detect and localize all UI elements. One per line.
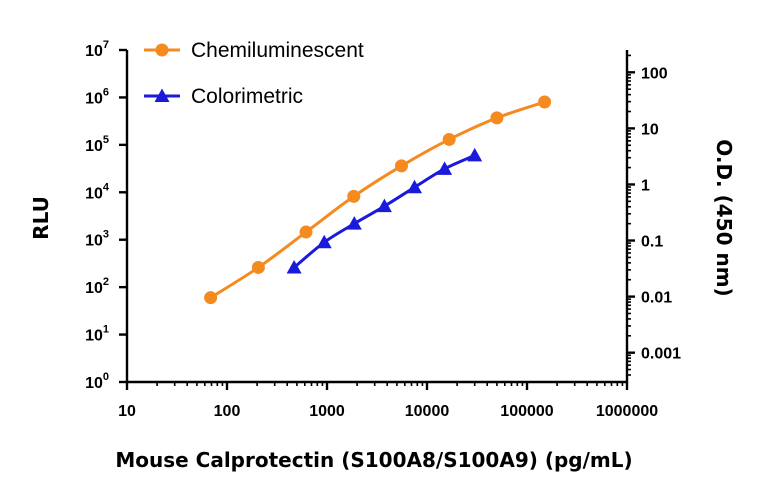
data-point-chemiluminescent (442, 132, 456, 146)
y-right-tick-label: 1 (641, 177, 650, 194)
x-tick-label: 1000 (309, 403, 345, 420)
x-tick-label: 1000000 (596, 403, 658, 420)
data-point-chemiluminescent (347, 189, 361, 203)
data-point-colorimetric (346, 216, 362, 230)
y-left-tick-label: 106 (85, 86, 109, 107)
axes (119, 48, 635, 390)
data-point-colorimetric (437, 161, 453, 175)
y-left-tick-label: 105 (85, 134, 109, 155)
x-tick-label: 100 (214, 403, 241, 420)
legend-marker (155, 43, 169, 57)
x-tick-label: 100000 (500, 403, 553, 420)
data-point-colorimetric (316, 234, 332, 249)
legend-label: Colorimetric (191, 85, 303, 108)
x-tick-label: 10000 (405, 403, 450, 420)
series-chemiluminescent (204, 95, 552, 305)
y-right-tick-label: 0.01 (641, 290, 672, 307)
series-colorimetric (286, 147, 483, 274)
y-left-tick-label: 102 (85, 276, 109, 297)
legend-marker (154, 88, 170, 102)
data-point-colorimetric (286, 260, 302, 274)
x-tick-label: 10 (118, 403, 136, 420)
legend-item-chemiluminescent: Chemiluminescent (144, 39, 364, 62)
y-right-axis-title: O.D. (450 nm) (712, 139, 736, 296)
y-left-tick-label: 104 (85, 181, 110, 202)
data-point-colorimetric (407, 179, 423, 194)
data-point-chemiluminescent (251, 260, 265, 274)
legend: Chemiluminescent Colorimetric (144, 39, 364, 108)
y-right-tick-label: 0.1 (641, 234, 663, 251)
series-layer (204, 95, 552, 305)
data-point-chemiluminescent (299, 225, 313, 239)
data-point-chemiluminescent (490, 111, 504, 125)
data-point-chemiluminescent (538, 95, 552, 109)
y-left-tick-label: 103 (85, 229, 109, 250)
legend-label: Chemiluminescent (191, 39, 364, 62)
data-point-colorimetric (467, 147, 483, 162)
y-left-axis-title: RLU (29, 196, 53, 240)
y-right-tick-label: 0.001 (641, 346, 681, 363)
legend-item-colorimetric: Colorimetric (144, 85, 303, 108)
x-axis-title: Mouse Calprotectin (S100A8/S100A9) (pg/m… (115, 448, 632, 472)
tick-labels: 10 100 1000 10000 100000 10000001001011021031… (85, 39, 681, 420)
data-point-colorimetric (376, 198, 392, 213)
data-point-chemiluminescent (394, 159, 408, 173)
data-point-chemiluminescent (204, 291, 218, 305)
y-left-tick-label: 100 (85, 371, 109, 392)
y-left-tick-label: 101 (85, 324, 109, 345)
y-right-tick-label: 10 (641, 121, 659, 138)
y-right-tick-label: 100 (641, 65, 668, 82)
y-left-tick-label: 107 (85, 39, 109, 60)
